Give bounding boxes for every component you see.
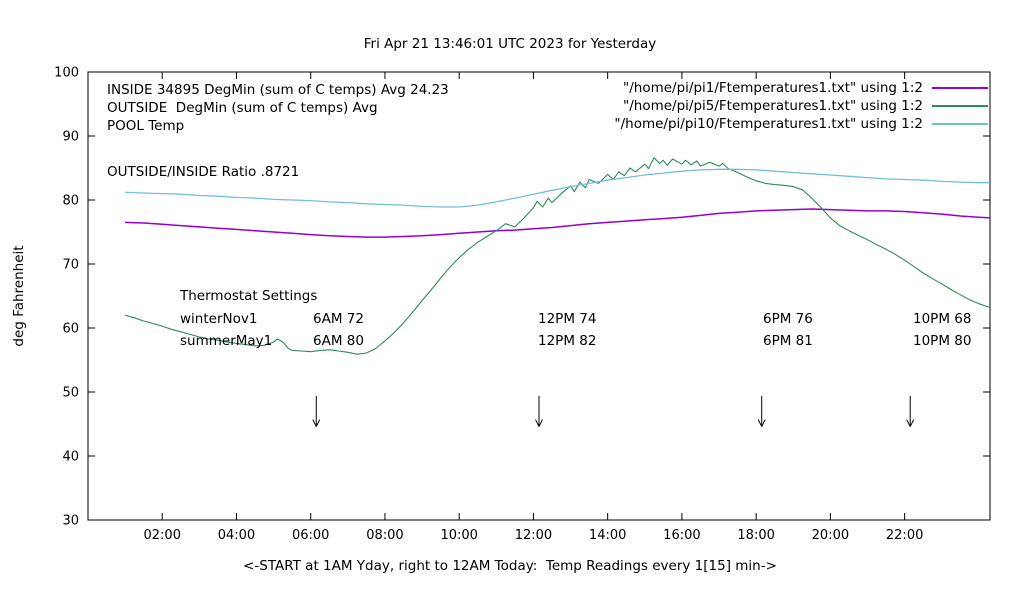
annotation-ratio: OUTSIDE/INSIDE Ratio .8721 <box>107 164 300 180</box>
arrow-head <box>906 419 911 427</box>
x-tick-label: 02:00 <box>144 528 181 543</box>
thermostat-cell: 12PM 82 <box>538 333 597 349</box>
chart-title: Fri Apr 21 13:46:01 UTC 2023 for Yesterd… <box>363 36 657 52</box>
x-tick-label: 16:00 <box>663 528 700 543</box>
legend-entry-pi10: "/home/pi/pi10/Ftemperatures1.txt" using… <box>614 116 988 132</box>
x-tick-label: 22:00 <box>886 528 923 543</box>
legend-line-sample-inside <box>932 87 988 89</box>
thermostat-cell: 6PM 81 <box>763 333 813 349</box>
thermostat-cell: 10PM 80 <box>913 333 972 349</box>
y-tick-label: 70 <box>62 258 79 273</box>
arrow-head <box>538 419 543 427</box>
y-tick-label: 40 <box>62 450 79 465</box>
arrow-head <box>315 419 321 427</box>
legend-entry-pi1: "/home/pi/pi1/Ftemperatures1.txt" using … <box>623 80 988 96</box>
x-tick-label: 14:00 <box>589 528 626 543</box>
thermostat-cell: 6AM 72 <box>313 311 364 327</box>
series-line-pool <box>125 168 990 208</box>
y-tick-label: 100 <box>54 66 79 81</box>
x-axis-label: <-START at 1AM Yday, right to 12AM Today… <box>243 558 777 574</box>
y-tick-label: 50 <box>62 386 79 401</box>
legend-line-sample-pool <box>932 123 988 125</box>
arrow-head <box>312 419 317 427</box>
x-tick-label: 06:00 <box>292 528 329 543</box>
x-tick-label: 04:00 <box>218 528 255 543</box>
x-tick-label: 20:00 <box>812 528 849 543</box>
x-tick-label: 08:00 <box>366 528 403 543</box>
thermostat-heading: Thermostat Settings <box>180 288 318 304</box>
thermostat-cell: 12PM 74 <box>538 311 597 327</box>
x-tick-label: 10:00 <box>440 528 477 543</box>
arrow-head <box>535 419 540 427</box>
annotation-inside-stats: INSIDE 34895 DegMin (sum of C temps) Avg… <box>107 82 449 98</box>
series-line-outside <box>124 157 991 355</box>
legend-label-pi5: "/home/pi/pi5/Ftemperatures1.txt" using … <box>623 98 923 114</box>
y-tick-label: 90 <box>62 130 79 145</box>
thermostat-cell: 6PM 76 <box>763 311 813 327</box>
annotation-pool-label: POOL Temp <box>107 118 185 134</box>
legend-entry-pi5: "/home/pi/pi5/Ftemperatures1.txt" using … <box>623 98 988 114</box>
arrow-head <box>909 419 915 427</box>
plot-border <box>87 71 991 521</box>
y-tick-label: 60 <box>62 322 79 337</box>
x-tick-label: 12:00 <box>515 528 552 543</box>
thermostat-cell: 10PM 68 <box>913 311 972 327</box>
y-tick-label: 30 <box>62 514 79 529</box>
y-tick-label: 80 <box>62 194 79 209</box>
arrow-head <box>761 419 766 427</box>
arrow-head <box>757 419 763 427</box>
legend-line-sample-outside <box>932 105 988 107</box>
legend-label-pi1: "/home/pi/pi1/Ftemperatures1.txt" using … <box>623 80 923 96</box>
thermostat-cell: winterNov1 <box>180 311 258 327</box>
series-line-inside <box>125 208 991 238</box>
thermostat-cell: summerMay1 <box>180 333 273 349</box>
thermostat-cell: 6AM 80 <box>313 333 364 349</box>
x-tick-label: 18:00 <box>737 528 774 543</box>
annotation-outside-stats: OUTSIDE DegMin (sum of C temps) Avg <box>107 100 378 116</box>
legend-label-pi10: "/home/pi/pi10/Ftemperatures1.txt" using… <box>614 116 923 132</box>
